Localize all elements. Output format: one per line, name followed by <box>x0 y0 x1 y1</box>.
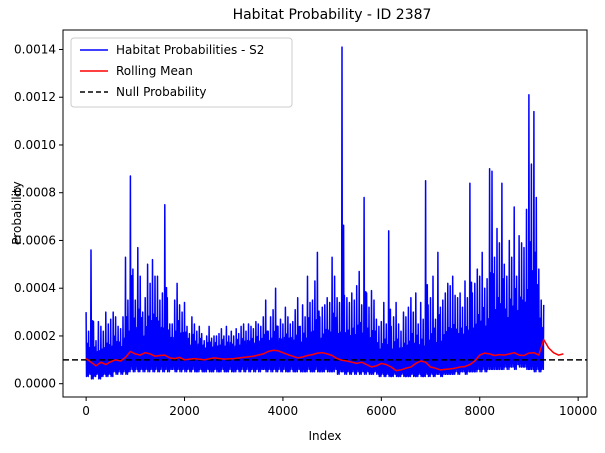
y-tick-label: 0.0014 <box>14 42 56 56</box>
x-axis: 0 2000 4000 6000 8000 10000 <box>82 397 597 418</box>
y-tick-label: 0.0004 <box>14 281 56 295</box>
legend-label-rolling-mean: Rolling Mean <box>116 64 193 78</box>
y-tick-label: 0.0012 <box>14 90 56 104</box>
y-tick-label: 0.0010 <box>14 138 56 152</box>
legend-box <box>70 37 293 108</box>
y-tick-label: 0.0002 <box>14 329 56 343</box>
y-axis-label: Probability <box>10 181 24 244</box>
legend-label-habitat: Habitat Probabilities - S2 <box>116 43 264 57</box>
plot-frame <box>62 29 588 398</box>
y-tick-label: 0.0006 <box>14 233 56 247</box>
y-axis: 0.0000 0.0002 0.0004 0.0006 0.0008 0.0010 0.00… <box>14 42 63 391</box>
rolling-mean-line <box>85 338 564 372</box>
x-tick-label: 4000 <box>268 404 299 418</box>
legend: Habitat Probabilities - S2 Rolling Mean … <box>70 37 293 108</box>
plot-area <box>62 29 588 398</box>
y-tick-label: 0.0008 <box>14 186 56 200</box>
habitat-probabilities-line <box>85 46 545 380</box>
x-axis-label: Index <box>308 429 341 443</box>
x-tick-label: 0 <box>82 404 90 418</box>
y-tick-label: 0.0000 <box>14 377 56 391</box>
series-layer <box>63 46 587 380</box>
x-tick-label: 10000 <box>559 404 597 418</box>
legend-label-null-probability: Null Probability <box>116 85 207 99</box>
x-tick-label: 8000 <box>464 404 495 418</box>
x-tick-label: 2000 <box>169 404 200 418</box>
x-tick-label: 6000 <box>366 404 397 418</box>
chart-title: Habitat Probability - ID 2387 <box>233 7 432 23</box>
